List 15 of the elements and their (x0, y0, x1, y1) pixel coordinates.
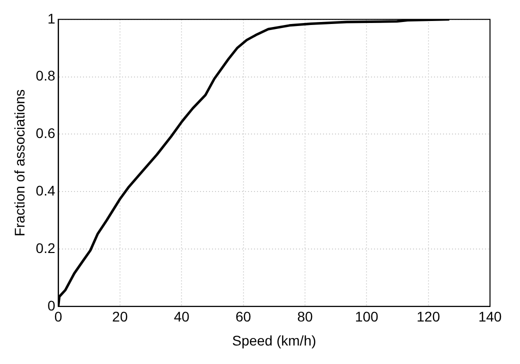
x-tick-label: 60 (236, 308, 252, 325)
x-tick-label: 40 (174, 308, 190, 325)
x-tick-label: 120 (416, 308, 440, 325)
y-tick-label: 1 (47, 10, 56, 26)
x-tick-label: 100 (354, 308, 379, 325)
y-tick-label: 0.8 (36, 68, 56, 84)
x-tick-label: 80 (297, 308, 313, 325)
y-tick-label: 0 (47, 297, 56, 314)
x-tick-label: 140 (478, 308, 502, 325)
x-tick-label: 20 (112, 308, 128, 325)
y-tick-label: 0.4 (36, 182, 56, 198)
y-axis-title: Fraction of associations (11, 89, 28, 236)
y-tick-label: 0.6 (36, 125, 56, 142)
x-axis-title: Speed (km/h) (232, 332, 316, 348)
y-tick-label: 0.2 (36, 240, 56, 256)
